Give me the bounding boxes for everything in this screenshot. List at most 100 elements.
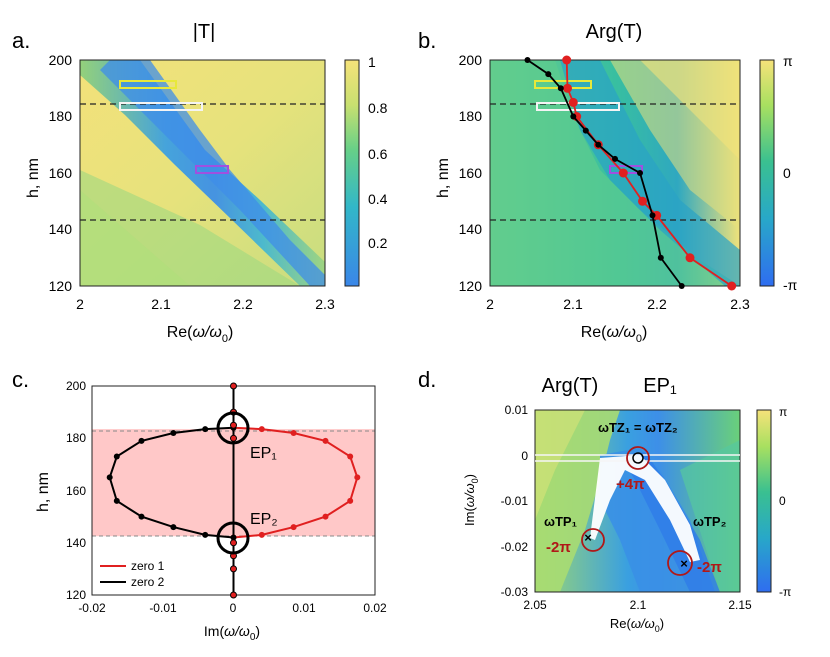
panel-c: c. EP₁ EP₂ zero 1 zero 2 -0.02 -0.01 0 0… xyxy=(12,367,387,643)
panel-a-yticks: 120 140 160 180 200 xyxy=(49,52,73,294)
panel-d-xlabel: Re(ω/ω0) xyxy=(610,616,664,634)
tz-winding-label: +4π xyxy=(616,476,645,493)
data-point xyxy=(570,113,577,120)
tick: 2.1 xyxy=(563,296,583,312)
tick: 2.2 xyxy=(647,296,667,312)
tick: 0.02 xyxy=(363,601,387,615)
panel-d-title-right: EP₁ xyxy=(643,375,677,397)
data-point xyxy=(230,539,237,547)
tick: 0.6 xyxy=(368,146,388,162)
ep2-circle xyxy=(216,521,250,555)
tick: 180 xyxy=(66,431,86,445)
tick: 2.2 xyxy=(233,296,253,312)
data-point xyxy=(649,212,656,219)
data-point xyxy=(230,434,237,442)
data-point xyxy=(347,453,354,460)
tp1-winding-circle xyxy=(581,528,605,552)
panel-a-box-yellow xyxy=(119,80,177,89)
data-point xyxy=(685,253,695,263)
panel-b-series xyxy=(524,55,737,291)
data-point xyxy=(138,513,145,520)
data-point xyxy=(138,437,145,444)
tick: 140 xyxy=(459,221,483,237)
panel-c-legend: zero 1 zero 2 xyxy=(100,559,165,589)
panel-d-title-left: Arg(T) xyxy=(542,375,599,397)
panel-a-xlabel: Re(ω/ω0) xyxy=(167,324,234,345)
data-point xyxy=(557,85,564,92)
tp1-marker: × xyxy=(584,530,592,545)
ep2-label: EP₂ xyxy=(250,511,278,528)
data-point xyxy=(595,141,602,148)
tick: 0 xyxy=(783,165,791,181)
tp2-winding-label: -2π xyxy=(697,559,722,576)
panel-b-colorbar-ticks: π 0 -π xyxy=(783,53,798,293)
tick: 1 xyxy=(368,54,376,70)
tz-label: ωTZ₁ = ωTZ₂ xyxy=(598,420,678,435)
tick: 180 xyxy=(459,108,483,124)
data-point xyxy=(618,168,628,178)
panel-d-ylabel: Im(ω/ω0) xyxy=(462,474,480,526)
legend-label-zero2: zero 2 xyxy=(131,575,165,589)
data-point xyxy=(612,155,618,162)
tick: 2.1 xyxy=(630,598,647,612)
tp1-label: ωTP₁ xyxy=(544,514,577,529)
panel-d-colorbar-ticks: π 0 -π xyxy=(779,405,791,599)
tz-winding-circle xyxy=(626,446,650,470)
panel-c-xlabel: Im(ω/ω0) xyxy=(204,623,260,643)
panel-b-xticks: 2 2.1 2.2 2.3 xyxy=(486,296,750,312)
panel-a-box-purple xyxy=(195,165,229,174)
tick: 0.8 xyxy=(368,100,388,116)
tp2-winding-circle xyxy=(667,550,693,576)
panel-c-ylabel: h, nm xyxy=(35,472,52,512)
data-point xyxy=(657,254,664,261)
panel-b-yticks: 120 140 160 180 200 xyxy=(459,52,483,294)
tick: 2.05 xyxy=(523,598,547,612)
data-point xyxy=(354,474,361,481)
data-point xyxy=(113,497,120,504)
panel-b-ylabel: h, nm xyxy=(435,158,452,198)
data-point xyxy=(230,534,237,541)
panel-a-title: |T| xyxy=(193,21,216,43)
panel-a-colorbar xyxy=(344,59,360,287)
data-point xyxy=(322,437,329,444)
panel-d-colorbar xyxy=(756,409,772,593)
data-point xyxy=(637,170,643,176)
tick: 2.3 xyxy=(730,296,750,312)
tick: 160 xyxy=(459,165,483,181)
data-point xyxy=(113,453,120,460)
tick: 0 xyxy=(521,449,528,463)
tick: 200 xyxy=(459,52,483,68)
data-point xyxy=(568,97,578,107)
panel-a-box-white xyxy=(119,102,203,111)
data-point xyxy=(638,196,647,206)
panel-d-xticks: 2.05 2.1 2.15 xyxy=(523,598,752,612)
tick: 120 xyxy=(459,278,483,294)
panel-b-label: b. xyxy=(418,28,436,53)
series-line-zero-1 xyxy=(565,59,733,287)
data-point xyxy=(230,565,237,573)
tick: 0 xyxy=(230,601,237,615)
data-point xyxy=(727,281,737,291)
data-point xyxy=(230,591,237,599)
data-point xyxy=(290,430,297,436)
panel-d-heatmap xyxy=(535,410,740,592)
panel-c-yticks: 120 140 160 180 200 xyxy=(66,379,86,602)
ep1-circle xyxy=(216,411,250,445)
tick: 120 xyxy=(49,278,73,294)
tick: 0.4 xyxy=(368,191,388,207)
data-point xyxy=(202,531,209,538)
data-point xyxy=(230,382,237,390)
data-point xyxy=(230,421,237,429)
panel-c-xticks: -0.02 -0.01 0 0.01 0.02 xyxy=(78,601,387,615)
tick: 200 xyxy=(66,379,86,393)
panel-c-label: c. xyxy=(12,367,29,392)
tick: -0.02 xyxy=(78,601,106,615)
data-point xyxy=(563,83,572,93)
data-point xyxy=(170,524,177,531)
panel-a-xticks: 2 2.1 2.2 2.3 xyxy=(76,296,335,312)
tick: -0.02 xyxy=(501,540,529,554)
tick: π xyxy=(779,405,787,419)
data-point xyxy=(170,430,177,436)
tick: 180 xyxy=(49,108,73,124)
tick: 0.2 xyxy=(368,235,388,251)
